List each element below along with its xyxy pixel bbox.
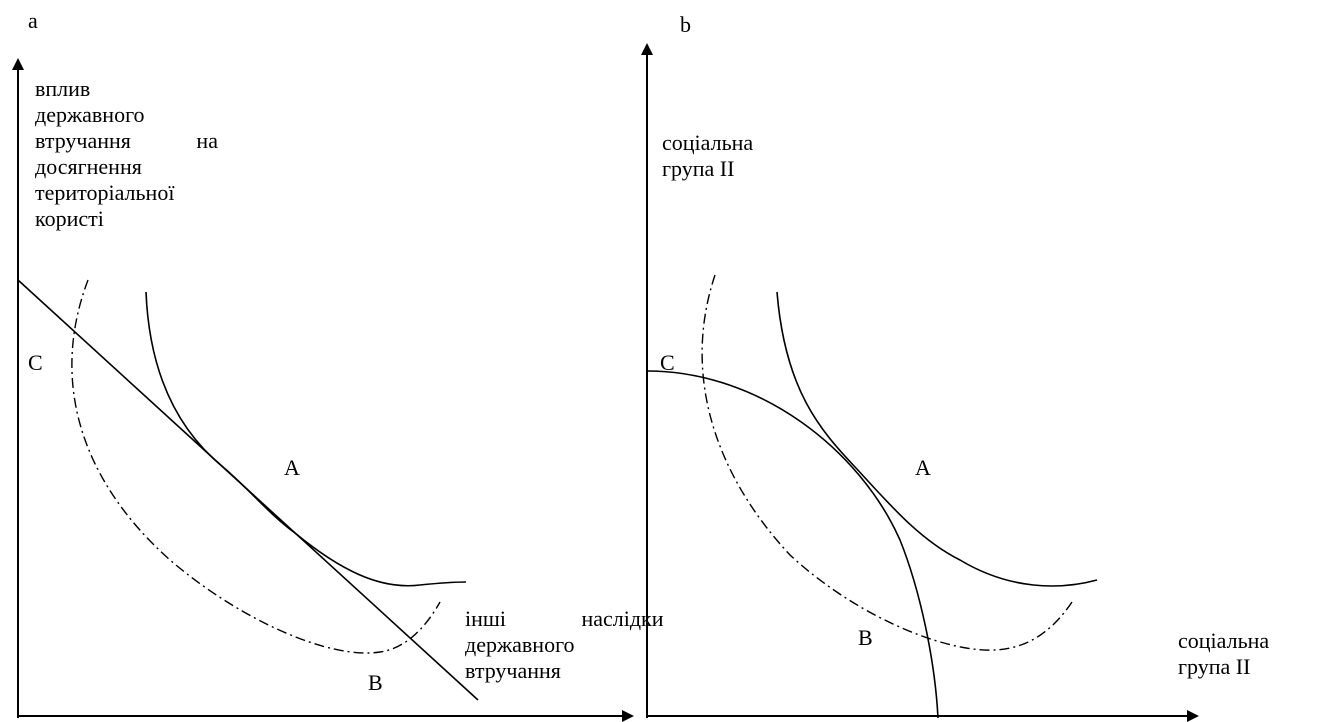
panel-b-point-a: A [915,455,931,480]
panel-a-point-a: A [284,455,300,480]
panel-a-x-axis-label: інші наслідки державного втручання [465,606,664,683]
panel-b-letter: b [680,12,691,37]
panel-b-indifference-curve-solid [776,291,1098,587]
panel-a-indifference-curve-solid [145,291,467,587]
panel-b-indifference-curve-dashdot [701,274,1073,651]
panel-b-point-c: C [660,350,675,375]
panel-a-point-c: C [28,350,43,375]
panel-a-point-b: B [368,670,383,695]
panel-b-y-axis-label: соціальна група ІІ [662,130,754,181]
panel-b-frontier-curve [646,370,939,719]
panel-a-y-axis-label: вплив державного втручання на досягнення… [35,76,218,231]
panel-b-x-axis-label: соціальна група ІІ [1178,628,1270,679]
panel-a-letter: a [28,8,38,33]
panel-a-indifference-curve-dashdot [71,279,441,654]
panel-b-point-b: B [858,625,873,650]
